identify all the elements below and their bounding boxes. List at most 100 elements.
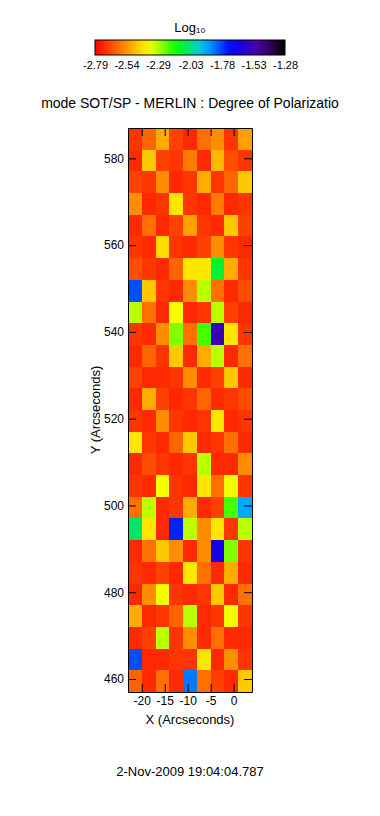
cell: [238, 562, 252, 584]
cell: [238, 302, 252, 324]
cell: [128, 258, 142, 280]
cell: [156, 518, 170, 540]
cell: [128, 171, 142, 193]
cell: [197, 323, 211, 345]
cell: [238, 410, 252, 432]
cell: [183, 584, 197, 606]
cell: [238, 193, 252, 215]
cell: [224, 410, 238, 432]
cell: [211, 345, 225, 367]
cell: [169, 280, 183, 302]
y-axis-tick-line: [128, 245, 136, 246]
cell: [169, 215, 183, 237]
cell: [211, 367, 225, 389]
cell: [211, 171, 225, 193]
cell: [156, 432, 170, 454]
cell: [238, 367, 252, 389]
cell: [224, 171, 238, 193]
y-axis-tick: 560: [104, 238, 136, 252]
cell: [128, 497, 142, 519]
cell: [156, 280, 170, 302]
cell: [128, 215, 142, 237]
cell: [169, 605, 183, 627]
cell: [183, 236, 197, 258]
y-axis-right-tick: [244, 419, 252, 420]
cell: [238, 280, 252, 302]
y-axis-right-line: [252, 129, 253, 693]
colorbar-tick-label: -2.54: [114, 59, 139, 71]
cell: [156, 367, 170, 389]
cell: [211, 605, 225, 627]
cell: [211, 323, 225, 345]
cell: [169, 627, 183, 649]
cell: [142, 280, 156, 302]
x-axis-tick-label: -5: [206, 694, 217, 708]
cell: [211, 215, 225, 237]
cell: [238, 453, 252, 475]
cell: [142, 518, 156, 540]
y-axis-right-tick: [244, 245, 252, 246]
cell: [128, 388, 142, 410]
y-axis-right-tick-line: [244, 245, 252, 246]
cell: [142, 453, 156, 475]
cell: [128, 453, 142, 475]
x-axis-tick: -20: [134, 684, 152, 708]
cell: [142, 345, 156, 367]
cell: [183, 649, 197, 671]
x-axis-tick: -15: [157, 684, 175, 708]
cell: [142, 670, 156, 692]
y-axis-right-tick-line: [244, 592, 252, 593]
cell: [224, 605, 238, 627]
y-axis-tick-line: [128, 592, 136, 593]
cell: [211, 258, 225, 280]
cell: [211, 497, 225, 519]
y-axis-right-tick-line: [244, 505, 252, 506]
cell: [211, 150, 225, 172]
cell: [156, 410, 170, 432]
title: mode SOT/SP - MERLIN : Degree of Polariz…: [41, 95, 339, 111]
y-axis-tick-label: 480: [104, 586, 124, 600]
cell: [156, 128, 170, 150]
cell: [183, 627, 197, 649]
cell: [197, 540, 211, 562]
cell: [238, 236, 252, 258]
cell: [224, 584, 238, 606]
cell: [197, 475, 211, 497]
cell: [156, 388, 170, 410]
colorbar-tick-label: -2.03: [179, 59, 204, 71]
cell: [183, 323, 197, 345]
cell: [211, 518, 225, 540]
cell: [224, 280, 238, 302]
cell: [197, 345, 211, 367]
cell: [128, 627, 142, 649]
cell: [156, 562, 170, 584]
cell: [169, 345, 183, 367]
cell: [156, 323, 170, 345]
cell: [128, 410, 142, 432]
y-axis-tick: 460: [104, 672, 136, 686]
cell: [197, 193, 211, 215]
cell: [183, 605, 197, 627]
cell: [238, 432, 252, 454]
x-axis-tick: -10: [180, 684, 198, 708]
cell: [142, 605, 156, 627]
cell: [197, 649, 211, 671]
cell: [169, 453, 183, 475]
cell: [128, 584, 142, 606]
colorbar-tick-label: -1.28: [273, 59, 298, 71]
y-axis-right-tick: [244, 158, 252, 159]
cell: [197, 497, 211, 519]
cell: [238, 605, 252, 627]
cell: [169, 302, 183, 324]
cell: [128, 649, 142, 671]
cell: [211, 649, 225, 671]
cell: [142, 388, 156, 410]
annotation: 2-Nov-2009 19:04:04.787: [116, 764, 263, 779]
x-axis-top-tick: [234, 128, 235, 136]
x-axis-top-tick: [142, 128, 143, 136]
cell: [128, 562, 142, 584]
cell: [197, 215, 211, 237]
cell: [183, 453, 197, 475]
cell: [169, 562, 183, 584]
x-axis-tick: 0: [231, 684, 238, 708]
